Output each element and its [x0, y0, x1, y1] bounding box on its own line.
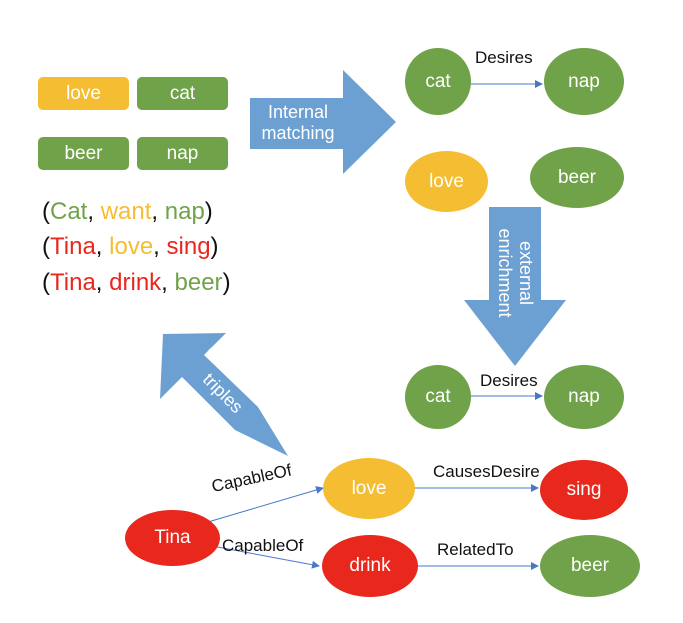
external-enrichment-line2: enrichment [495, 228, 515, 318]
node-nap-bottom: nap [544, 365, 624, 429]
node-tina: Tina [125, 510, 220, 566]
triple-1-relation: want [100, 198, 152, 225]
edge-label-desires-bottom: Desires [480, 371, 538, 390]
internal-matching-line2: matching [261, 123, 335, 143]
internal-matching-arrow [250, 70, 396, 174]
word-box-nap: nap [137, 137, 228, 170]
edge-tina-capableof-love [207, 486, 324, 523]
edge-label-relatedto: RelatedTo [437, 540, 514, 559]
triple-2-subject: Tina [50, 233, 96, 260]
node-cat-bottom: cat [405, 365, 471, 429]
edge-label-desires-top: Desires [475, 48, 533, 67]
word-box-love: love [38, 77, 129, 110]
node-love-unmatched: love [405, 151, 488, 212]
triple-3: (Tina, drink, beer) [42, 269, 231, 296]
node-beer: beer [540, 535, 640, 597]
edge-label-capableof-2: CapableOf [222, 536, 304, 555]
triple-3-relation: drink [109, 269, 162, 296]
triple-1: (Cat, want, nap) [42, 198, 213, 225]
node-nap-top: nap [544, 48, 624, 115]
external-enrichment-arrow [464, 207, 566, 366]
triple-3-subject: Tina [50, 269, 96, 296]
triple-2-object: sing [166, 233, 211, 260]
triple-1-object: nap [164, 198, 205, 225]
word-box-beer: beer [38, 137, 129, 170]
triple-1-subject: Cat [50, 198, 88, 225]
node-cat-top: cat [405, 48, 471, 115]
triple-3-object: beer [174, 269, 223, 296]
external-enrichment-label: external enrichment [494, 223, 536, 323]
edge-tina-capableof-drink [211, 545, 320, 569]
triple-2-relation: love [109, 233, 154, 260]
edge-label-causesdesire: CausesDesire [433, 462, 540, 481]
node-drink: drink [322, 535, 418, 597]
internal-matching-label: Internal matching [258, 102, 338, 144]
triple-2: (Tina, love, sing) [42, 233, 219, 260]
node-sing: sing [540, 460, 628, 520]
convert-to-triples-arrow [160, 333, 288, 456]
external-enrichment-line1: external [516, 240, 536, 306]
word-box-cat: cat [137, 77, 228, 110]
node-love: love [323, 458, 415, 519]
node-beer-unmatched: beer [530, 147, 624, 208]
internal-matching-line1: Internal [267, 102, 329, 122]
